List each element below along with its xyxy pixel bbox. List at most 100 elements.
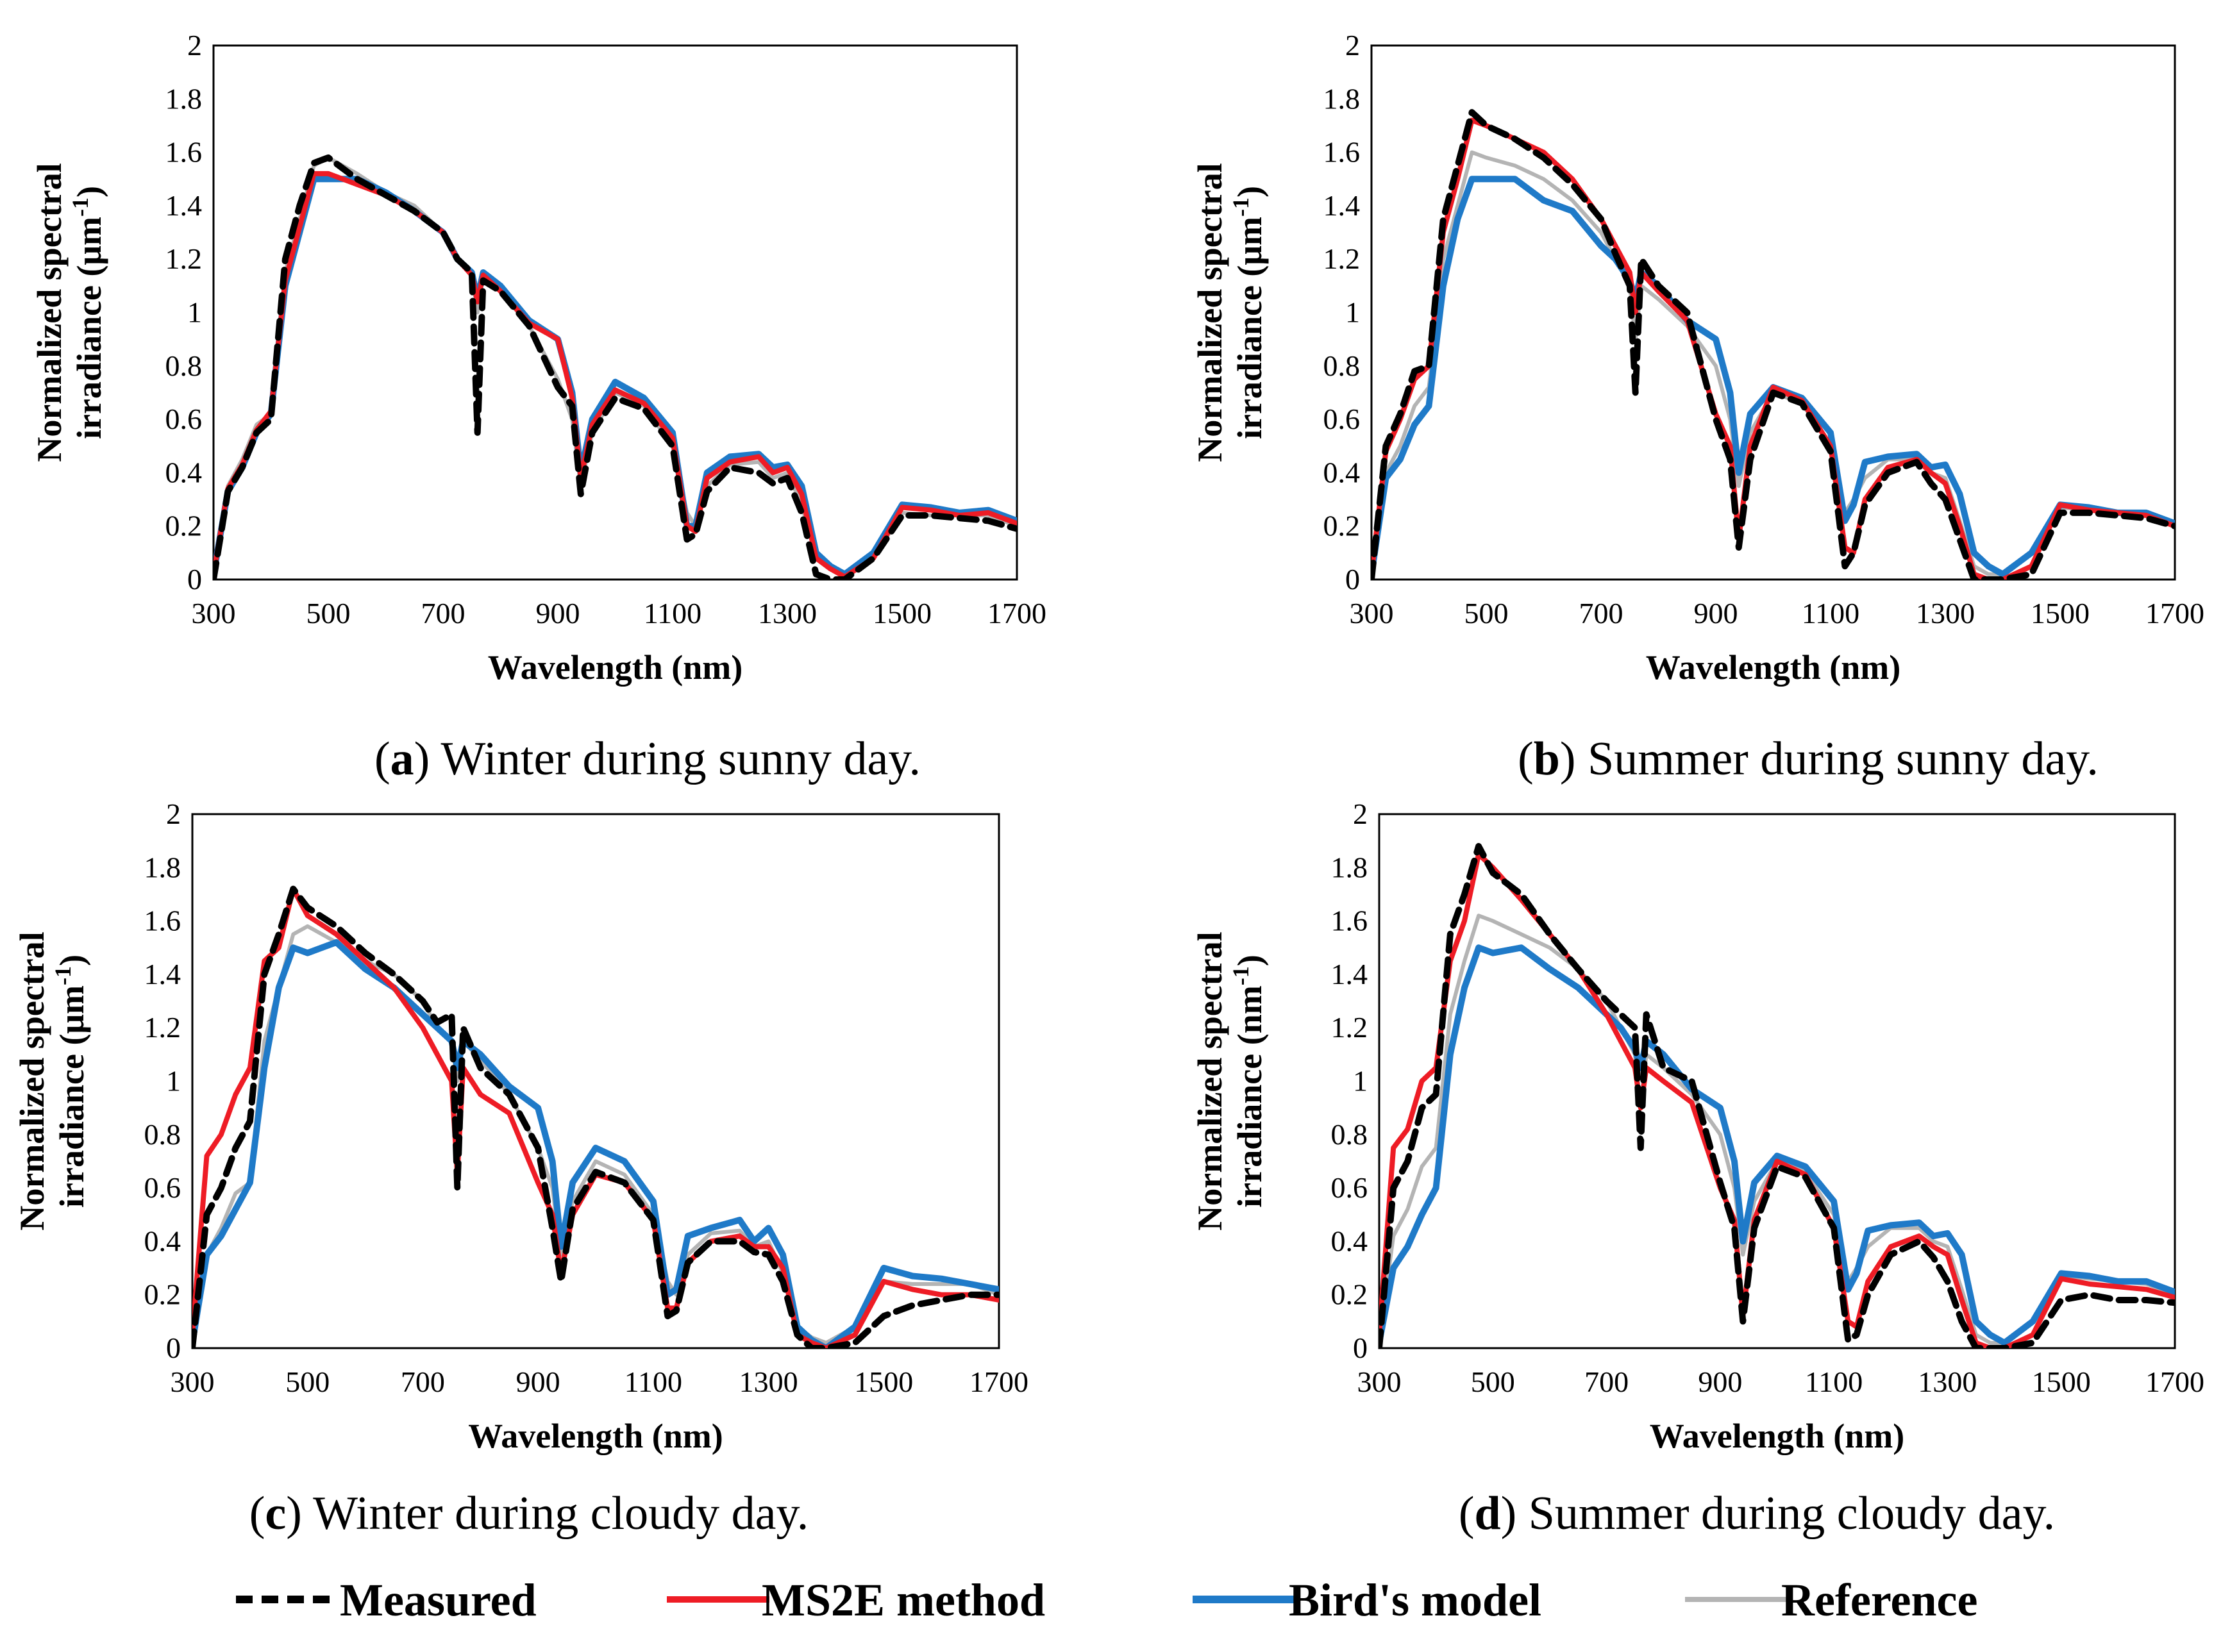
- y-tick-label: 1: [166, 1065, 181, 1097]
- y-tick-label: 1: [187, 296, 202, 329]
- y-tick-label: 0: [1353, 1331, 1368, 1364]
- x-tick-label: 1300: [739, 1365, 798, 1398]
- y-axis-title-line1: Normalized spectral: [1191, 163, 1229, 462]
- x-tick-label: 500: [1464, 597, 1509, 630]
- x-tick-label: 300: [1357, 1365, 1402, 1398]
- y-tick-label: 1.8: [1331, 851, 1368, 883]
- x-tick-label: 700: [421, 597, 465, 630]
- y-tick-label: 0.4: [1331, 1224, 1368, 1257]
- series-group: [1379, 843, 2175, 1348]
- x-tick-label: 500: [285, 1365, 330, 1398]
- x-tick-label: 1500: [854, 1365, 913, 1398]
- y-tick-label: 0.6: [1323, 403, 1361, 435]
- y-tick-label: 0.8: [165, 349, 203, 382]
- x-tick-label: 900: [1698, 1365, 1742, 1398]
- y-tick-label: 1: [1353, 1065, 1368, 1097]
- y-tick-label: 0.4: [1323, 456, 1361, 488]
- x-tick-label: 1500: [2032, 1365, 2091, 1398]
- y-tick-label: 0.6: [144, 1171, 181, 1204]
- x-tick-label: 900: [1694, 597, 1738, 630]
- x-tick-label: 500: [1471, 1365, 1515, 1398]
- panel-caption: (d) Summer during cloudy day.: [1459, 1487, 2055, 1540]
- y-tick-label: 1.6: [1331, 905, 1368, 937]
- legend: Measured MS2E method Bird's model Reference: [236, 1574, 1977, 1626]
- x-tick-label: 1300: [758, 597, 817, 630]
- x-tick-label: 700: [401, 1365, 445, 1398]
- x-tick-label: 1500: [2031, 597, 2090, 630]
- y-tick-label: 1.2: [1331, 1011, 1368, 1044]
- x-tick-label: 1700: [2145, 597, 2204, 630]
- y-tick-label: 1.6: [144, 905, 181, 937]
- y-tick-label: 2: [166, 797, 181, 830]
- y-tick-label: 1.6: [1323, 136, 1361, 169]
- y-tick-label: 1.2: [165, 242, 203, 275]
- x-axis-title: Wavelength (nm): [488, 648, 743, 687]
- y-tick-label: 0.2: [144, 1278, 181, 1311]
- x-tick-label: 900: [536, 597, 580, 630]
- y-tick-label: 1.6: [165, 136, 203, 169]
- series-group: [192, 885, 999, 1348]
- x-tick-label: 300: [1350, 597, 1394, 630]
- legend-label-ms2e: MS2E method: [762, 1574, 1045, 1626]
- y-tick-label: 1.2: [144, 1011, 181, 1044]
- x-tick-label: 1100: [625, 1365, 682, 1398]
- chart-panel-c: 0 0.2 0.4 0.6 0.8 1 1.2 1.4 1.6 1.8 2 300 500 700 900 1…: [13, 797, 1028, 1540]
- y-axis-title-line1: Normalized spectral: [1191, 931, 1229, 1230]
- y-tick-label: 1.8: [144, 851, 181, 883]
- y-tick-label: 1.4: [1323, 189, 1361, 222]
- y-tick-label: 0.6: [1331, 1171, 1368, 1204]
- y-tick-label: 2: [1345, 29, 1360, 62]
- x-tick-label: 700: [1584, 1365, 1629, 1398]
- y-tick-label: 0.6: [165, 403, 203, 435]
- x-tick-label: 1300: [1916, 597, 1975, 630]
- y-axis-title-line2: irradiance (nm-1): [1228, 955, 1269, 1207]
- series-line-measured: [192, 885, 999, 1348]
- y-axis-title-line2: irradiance (μm-1): [50, 955, 91, 1208]
- x-tick-label: 1300: [1918, 1365, 1977, 1398]
- series-line-measured: [214, 154, 1017, 580]
- chart-panel-a: 0 0.2 0.4 0.6 0.8 1 1.2 1.4 1.6 1.8 2 300 500 700 900 1…: [30, 29, 1046, 785]
- panel-caption: (b) Summer during sunny day.: [1518, 733, 2099, 785]
- chart-panel-b: 0 0.2 0.4 0.6 0.8 1 1.2 1.4 1.6 1.8 2 300 500 700 900 1…: [1191, 29, 2204, 785]
- y-tick-label: 2: [187, 29, 202, 62]
- y-tick-label: 0.2: [165, 510, 203, 542]
- y-axis-title-line1: Normalized spectral: [30, 163, 69, 462]
- series-line-reference: [1371, 150, 2175, 576]
- y-tick-label: 0.2: [1323, 510, 1361, 542]
- y-tick-label: 0.8: [1323, 349, 1361, 382]
- series-group: [1371, 109, 2175, 580]
- y-axis-title-line2: irradiance (μm-1): [67, 186, 108, 439]
- x-tick-label: 300: [192, 597, 236, 630]
- y-tick-label: 0.8: [144, 1118, 181, 1151]
- x-axis-title: Wavelength (nm): [1650, 1417, 1905, 1455]
- x-tick-label: 1100: [1802, 597, 1859, 630]
- y-axis-title-line1: Normalized spectral: [13, 931, 51, 1230]
- y-tick-label: 1.8: [165, 82, 203, 115]
- x-tick-label: 1700: [969, 1365, 1028, 1398]
- x-tick-label: 900: [516, 1365, 560, 1398]
- charts-container: 0 0.2 0.4 0.6 0.8 1 1.2 1.4 1.6 1.8 2 300 500 700 900 1…: [13, 29, 2204, 1540]
- x-axis-title: Wavelength (nm): [468, 1417, 723, 1455]
- y-tick-label: 2: [1353, 797, 1368, 830]
- y-tick-label: 1: [1345, 296, 1360, 329]
- y-tick-label: 0.2: [1331, 1278, 1368, 1311]
- y-tick-label: 0.8: [1331, 1118, 1368, 1151]
- series-line-measured: [1379, 843, 2175, 1348]
- y-tick-label: 0: [1345, 563, 1360, 596]
- x-tick-label: 300: [171, 1365, 215, 1398]
- plot-frame: [1370, 44, 2176, 581]
- series-line-reference: [1379, 914, 2175, 1345]
- y-tick-label: 1.8: [1323, 82, 1361, 115]
- y-tick-label: 0.4: [144, 1224, 181, 1257]
- plot-frame: [1378, 813, 2176, 1349]
- y-tick-label: 0.4: [165, 456, 203, 488]
- series-line-measured: [1371, 109, 2175, 580]
- y-tick-label: 0: [187, 563, 202, 596]
- y-tick-label: 1.4: [144, 958, 181, 990]
- legend-label-measured: Measured: [340, 1574, 537, 1626]
- y-tick-label: 1.4: [165, 189, 203, 222]
- x-tick-label: 1100: [644, 597, 701, 630]
- panel-caption: (c) Winter during cloudy day.: [249, 1487, 809, 1540]
- y-tick-label: 1.4: [1331, 958, 1368, 990]
